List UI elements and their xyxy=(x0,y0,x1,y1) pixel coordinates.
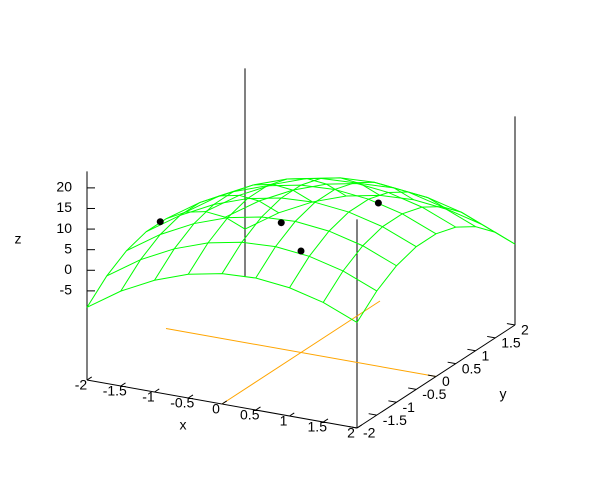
mesh-line xyxy=(356,226,516,323)
z-tick-label: 0 xyxy=(64,261,72,277)
y-axis-label: y xyxy=(500,386,507,402)
y-tick xyxy=(368,413,377,416)
y-tick xyxy=(388,400,397,403)
y-tick-label: 0.5 xyxy=(462,360,482,376)
x-tick-label: -0.5 xyxy=(170,395,194,411)
x-tick xyxy=(154,388,160,393)
x-tick-label: -2 xyxy=(75,377,88,393)
zero-axis xyxy=(221,300,381,405)
x-tick-label: 0.5 xyxy=(240,407,260,423)
y-tick-label: 1.5 xyxy=(501,335,521,351)
mesh-line xyxy=(120,194,280,292)
mesh-line xyxy=(187,177,347,275)
y-tick-label: 2 xyxy=(521,322,529,338)
x-tick-label: 2 xyxy=(347,425,355,441)
mesh-line xyxy=(221,177,381,274)
x-tick xyxy=(120,382,126,387)
y-tick xyxy=(447,361,456,365)
x-tick-label: 0 xyxy=(212,401,220,417)
mesh-line xyxy=(289,191,448,289)
mesh-line xyxy=(154,183,313,281)
z-tick-label: 20 xyxy=(56,179,72,195)
y-tick-label: 0 xyxy=(442,373,450,389)
x-tick xyxy=(255,406,261,411)
y-tick-label: -1 xyxy=(403,399,416,415)
y-tick-label: -2 xyxy=(363,425,376,441)
z-tick-label: 10 xyxy=(56,220,72,236)
x-tick xyxy=(86,376,93,381)
y-tick xyxy=(467,348,476,352)
data-point xyxy=(156,218,164,226)
data-point xyxy=(374,199,382,207)
z-tick-label: 5 xyxy=(64,240,72,256)
y-tick xyxy=(487,335,496,339)
mesh-line xyxy=(86,211,246,308)
y-tick-label: -1.5 xyxy=(383,412,407,428)
x-tick-label: -1 xyxy=(142,389,155,405)
x-tick xyxy=(289,412,295,417)
x-tick xyxy=(221,400,228,405)
z-tick-label: -5 xyxy=(60,282,73,298)
y-tick-label: -0.5 xyxy=(422,386,446,402)
y-tick xyxy=(427,374,437,377)
mesh-line xyxy=(255,181,415,279)
x-tick xyxy=(322,418,329,423)
x-tick-label: 1.5 xyxy=(308,419,328,435)
y-tick xyxy=(408,387,417,390)
x-tick-label: -1.5 xyxy=(103,383,127,399)
x-tick xyxy=(187,394,194,399)
y-tick-label: 1 xyxy=(482,347,490,363)
z-tick-label: 15 xyxy=(56,199,72,215)
data-point xyxy=(277,219,285,227)
y-tick xyxy=(348,426,358,429)
y-tick xyxy=(506,323,516,326)
z-axis-label: z xyxy=(15,231,22,247)
x-tick-label: 1 xyxy=(280,413,288,429)
x-tick xyxy=(356,424,363,429)
x-axis-label: x xyxy=(180,417,187,433)
data-point xyxy=(297,247,305,255)
mesh-line xyxy=(322,206,482,303)
